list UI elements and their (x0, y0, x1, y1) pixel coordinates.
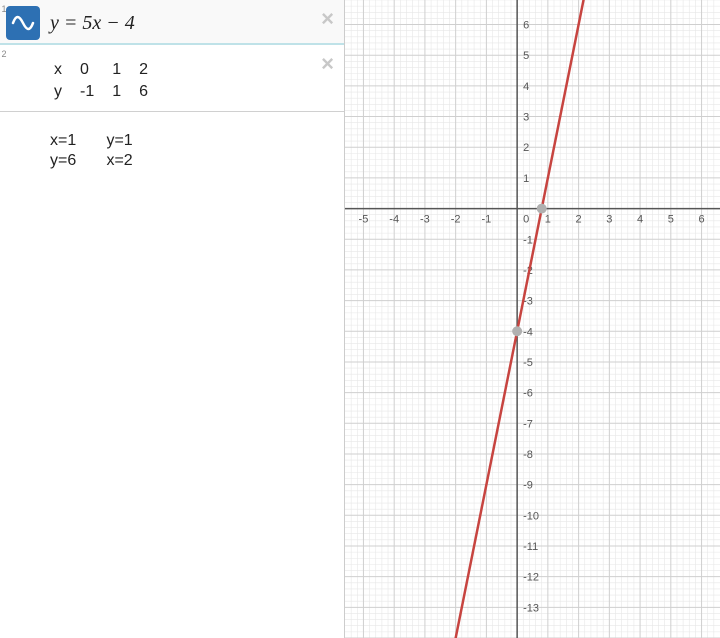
note-line: y=6 x=2 (50, 152, 334, 170)
note-text: y=6 (50, 152, 102, 170)
graph-panel[interactable]: -5-4-3-2-10123456654321-1-2-3-4-5-6-7-8-… (345, 0, 720, 638)
svg-text:2: 2 (523, 142, 529, 154)
row-label: y (50, 81, 76, 103)
note-text: x=2 (106, 152, 158, 170)
table-cell: 1 (108, 81, 135, 103)
svg-text:-1: -1 (523, 234, 533, 246)
svg-text:3: 3 (523, 112, 529, 124)
svg-text:1: 1 (545, 214, 551, 226)
data-table: x 0 1 2 y -1 1 6 (50, 53, 304, 103)
svg-text:-2: -2 (451, 214, 461, 226)
svg-text:4: 4 (523, 81, 529, 93)
equation-text: y = 5x − 4 (50, 8, 304, 35)
svg-text:-8: -8 (523, 449, 533, 461)
svg-text:-4: -4 (389, 214, 399, 226)
svg-text:-4: -4 (523, 326, 533, 338)
svg-text:-7: -7 (523, 418, 533, 430)
svg-text:0: 0 (523, 214, 529, 226)
svg-text:-6: -6 (523, 388, 533, 400)
table-cell: 1 (108, 59, 135, 81)
svg-text:-5: -5 (359, 214, 369, 226)
expression-row-3[interactable]: 3 x=1 y=1 y=6 x=2 (0, 112, 344, 182)
svg-text:-1: -1 (482, 214, 492, 226)
table-cell: -1 (76, 81, 108, 103)
svg-text:-3: -3 (420, 214, 430, 226)
svg-text:5: 5 (668, 214, 674, 226)
wave-icon[interactable] (6, 6, 40, 40)
svg-text:5: 5 (523, 50, 529, 62)
table-cell: 0 (76, 59, 108, 81)
table-cell: 2 (135, 59, 162, 81)
close-icon[interactable]: × (321, 8, 334, 30)
table-cell: 6 (135, 81, 162, 103)
svg-text:-9: -9 (523, 480, 533, 492)
expression-panel: 1 y = 5x − 4 × 2 x 0 1 2 y -1 1 6 (0, 0, 345, 638)
svg-text:-13: -13 (523, 602, 539, 614)
svg-text:4: 4 (637, 214, 643, 226)
table-row: y -1 1 6 (50, 81, 162, 103)
note-text: x=1 (50, 132, 102, 150)
row-index: 2 (0, 45, 9, 111)
close-icon[interactable]: × (321, 53, 334, 75)
svg-text:2: 2 (576, 214, 582, 226)
expression-row-2[interactable]: 2 x 0 1 2 y -1 1 6 × (0, 45, 344, 112)
note-line: x=1 y=1 (50, 132, 334, 150)
graph-canvas[interactable]: -5-4-3-2-10123456654321-1-2-3-4-5-6-7-8-… (345, 0, 720, 638)
svg-text:-11: -11 (523, 541, 538, 553)
svg-text:-10: -10 (523, 510, 539, 522)
svg-text:1: 1 (523, 173, 529, 185)
svg-text:6: 6 (698, 214, 704, 226)
row-label: x (50, 59, 76, 81)
expression-row-1[interactable]: 1 y = 5x − 4 × (0, 0, 344, 45)
note-text: y=1 (106, 132, 158, 150)
svg-text:-12: -12 (523, 572, 539, 584)
svg-text:-5: -5 (523, 357, 533, 369)
svg-text:3: 3 (606, 214, 612, 226)
table-row: x 0 1 2 (50, 59, 162, 81)
svg-text:6: 6 (523, 20, 529, 32)
